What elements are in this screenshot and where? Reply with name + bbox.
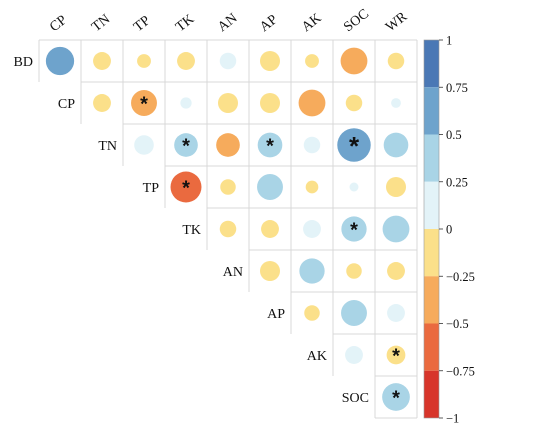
significance-marker: * bbox=[392, 346, 400, 368]
correlation-circle bbox=[305, 180, 319, 194]
correlation-circle bbox=[170, 171, 202, 203]
colorbar-bin bbox=[424, 181, 439, 229]
correlation-circle bbox=[218, 93, 238, 113]
correlation-circle bbox=[387, 52, 405, 70]
correlation-circle bbox=[299, 258, 325, 284]
correlation-circle bbox=[261, 220, 279, 238]
correlation-circle bbox=[257, 132, 283, 158]
row-label: TP bbox=[143, 181, 160, 196]
correlation-circle bbox=[346, 263, 362, 279]
correlation-circle bbox=[93, 94, 111, 112]
correlation-circle bbox=[131, 90, 157, 116]
row-label: CP bbox=[58, 97, 75, 112]
colorbar-bin bbox=[424, 370, 439, 418]
colorbar-tick-label: −0.5 bbox=[446, 317, 469, 331]
colorbar-bin bbox=[424, 40, 439, 88]
row-label: AK bbox=[307, 349, 327, 364]
colorbar-bin bbox=[424, 276, 439, 324]
column-label: TK bbox=[173, 12, 197, 35]
correlation-circle bbox=[137, 54, 151, 68]
correlation-cells: * * * * * * * * bbox=[45, 46, 410, 411]
significance-marker: * bbox=[182, 178, 190, 200]
column-label: TP bbox=[131, 13, 153, 35]
significance-marker: * bbox=[182, 136, 190, 158]
grid bbox=[38, 39, 418, 419]
correlation-circle bbox=[382, 383, 410, 411]
colorbar-tick-label: 0.25 bbox=[446, 175, 468, 189]
column-label: WR bbox=[383, 9, 411, 35]
column-labels: CP TN TP TK AN AP AK SOC WR bbox=[47, 7, 411, 36]
colorbar-tick-label: −0.25 bbox=[446, 270, 475, 284]
row-label: TN bbox=[98, 139, 117, 154]
column-label: SOC bbox=[341, 7, 372, 36]
correlation-circle bbox=[340, 47, 368, 75]
row-label: TK bbox=[182, 223, 201, 238]
correlation-circle bbox=[391, 98, 401, 108]
significance-marker: * bbox=[266, 136, 274, 158]
correlation-circle bbox=[93, 52, 111, 70]
correlation-circle bbox=[386, 177, 406, 197]
correlation-circle bbox=[387, 262, 405, 280]
colorbar-tick-label: 1 bbox=[446, 34, 452, 48]
correlation-circle bbox=[219, 220, 237, 238]
correlation-circle bbox=[260, 51, 280, 71]
colorbar-bin bbox=[424, 229, 439, 277]
correlation-circle bbox=[220, 179, 236, 195]
significance-marker: * bbox=[349, 131, 360, 161]
row-label: SOC bbox=[342, 391, 369, 406]
row-label: BD bbox=[14, 55, 33, 70]
correlation-circle bbox=[216, 133, 240, 157]
correlation-circle bbox=[303, 220, 321, 238]
row-labels: BD CP TN TP TK AN AP AK SOC bbox=[14, 55, 369, 406]
correlation-circle bbox=[305, 54, 319, 68]
colorbar-tick-label: −1 bbox=[446, 412, 459, 426]
colorbar-tick-label: 0.5 bbox=[446, 128, 462, 142]
colorbar-bin bbox=[424, 323, 439, 371]
correlation-circle bbox=[260, 93, 280, 113]
correlation-circle bbox=[337, 128, 371, 162]
colorbar-tick-label: −0.75 bbox=[446, 364, 475, 378]
correlation-circle bbox=[257, 174, 283, 200]
correlation-circle bbox=[387, 304, 405, 322]
correlation-circle bbox=[341, 216, 367, 242]
colorbar: 1 0.75 0.5 0.25 0 −0.25 −0.5 −0.75 −1 bbox=[423, 34, 475, 426]
colorbar-bin bbox=[424, 134, 439, 182]
correlation-circle bbox=[349, 182, 359, 192]
correlation-circle bbox=[341, 300, 367, 326]
correlation-circle bbox=[174, 133, 198, 157]
significance-marker: * bbox=[140, 94, 148, 116]
correlation-circle bbox=[386, 345, 406, 365]
correlation-circle bbox=[304, 305, 320, 321]
colorbar-tick-label: 0.75 bbox=[446, 81, 468, 95]
correlation-circle bbox=[45, 46, 75, 76]
correlation-circle bbox=[260, 261, 280, 281]
correlation-circle bbox=[219, 52, 237, 70]
column-label: TN bbox=[89, 12, 113, 35]
correlation-circle bbox=[177, 52, 195, 70]
significance-marker: * bbox=[350, 220, 358, 242]
column-label: AN bbox=[215, 11, 240, 35]
colorbar-bin bbox=[424, 87, 439, 135]
colorbar-tick-label: 0 bbox=[446, 223, 452, 237]
column-label: CP bbox=[47, 13, 70, 35]
correlation-circle bbox=[298, 89, 326, 117]
correlation-circle bbox=[345, 346, 363, 364]
correlation-circle bbox=[382, 215, 410, 243]
correlation-circle bbox=[383, 132, 409, 158]
column-label: AK bbox=[299, 11, 324, 35]
correlation-circle bbox=[180, 97, 192, 109]
row-label: AN bbox=[223, 265, 243, 280]
significance-marker: * bbox=[392, 388, 400, 410]
row-label: AP bbox=[267, 307, 285, 322]
correlation-circle bbox=[134, 135, 154, 155]
correlation-circle bbox=[303, 136, 321, 154]
column-label: AP bbox=[257, 12, 281, 35]
correlation-circle bbox=[345, 94, 363, 112]
